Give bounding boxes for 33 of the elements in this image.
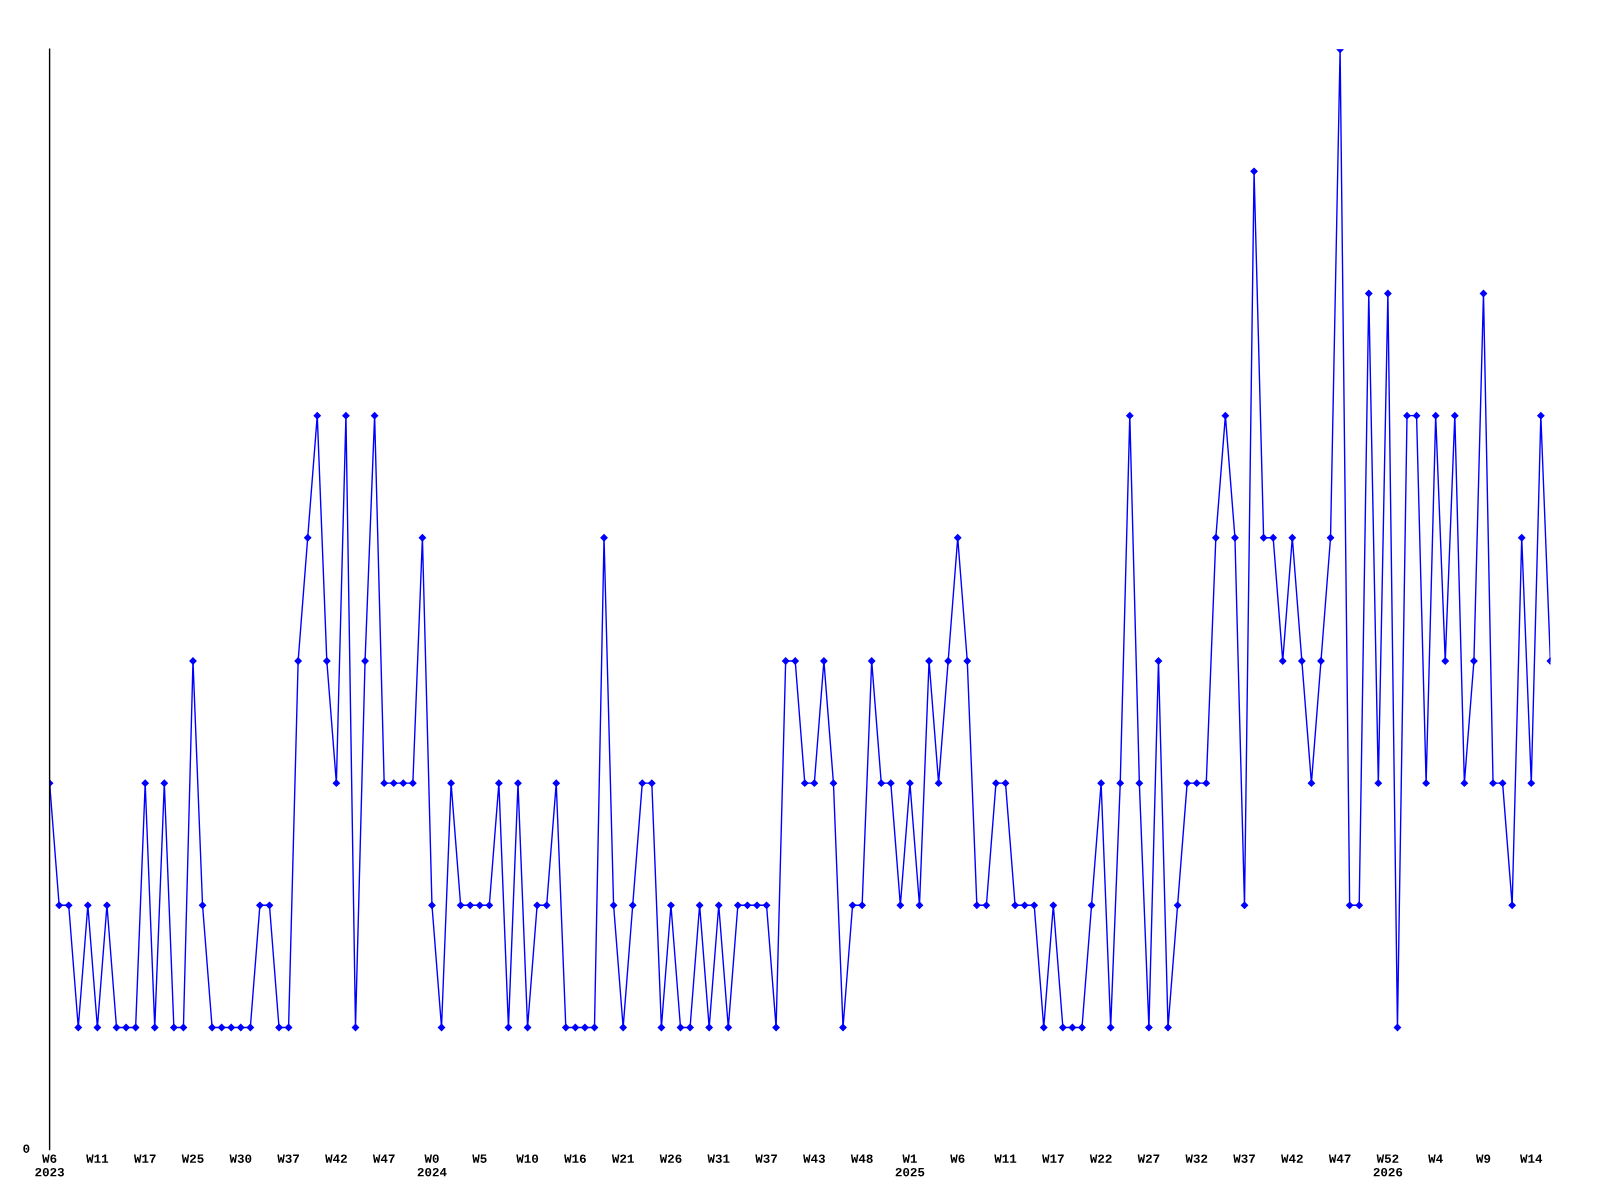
x-tick-label: W47 [372, 1154, 395, 1163]
x-tick-label: W27 [1137, 1154, 1160, 1163]
x-tick-label: W14 [1520, 1154, 1543, 1163]
x-tick-label: W0 2024 [417, 1154, 447, 1177]
x-tick-label: W4 [1428, 1154, 1443, 1163]
x-tick-label: W17 [1042, 1154, 1064, 1163]
x-tick-label: W17 [133, 1154, 156, 1163]
x-tick-label: W42 [325, 1154, 347, 1163]
x-tick-label: W37 [1233, 1154, 1255, 1163]
x-tick-label: W16 [564, 1154, 586, 1163]
x-tick-label: W42 [1281, 1154, 1303, 1163]
x-tick-label: W21 [611, 1154, 634, 1163]
x-tick-label: W11 [994, 1154, 1017, 1163]
x-tick-label: W26 [659, 1154, 682, 1163]
x-tick-label: W1 2025 [895, 1154, 925, 1177]
text: 0 [23, 1144, 30, 1153]
x-tick-label: W5 [472, 1154, 487, 1163]
x-tick-label: W25 [181, 1154, 204, 1163]
x-tick-label: W6 2023 [35, 1154, 64, 1177]
x-tick-label: W52 2026 [1373, 1154, 1403, 1177]
x-tick-label: W37 [755, 1154, 777, 1163]
x-tick-label: W43 [803, 1154, 825, 1163]
x-tick-label: W22 [1089, 1154, 1112, 1163]
x-tick-label: W11 [86, 1154, 109, 1163]
x-tick-label: W37 [277, 1154, 299, 1163]
x-tick-label: W48 [850, 1154, 873, 1163]
x-tick-label: W47 [1328, 1154, 1351, 1163]
x-tick-label: W31 [707, 1154, 730, 1163]
x-tick-label: W6 [950, 1154, 965, 1163]
x-tick-label: W30 [229, 1154, 252, 1163]
x-tick-label: W10 [516, 1154, 539, 1163]
x-tick-label: W32 [1185, 1154, 1208, 1163]
x-tick-label: W9 [1475, 1154, 1491, 1163]
